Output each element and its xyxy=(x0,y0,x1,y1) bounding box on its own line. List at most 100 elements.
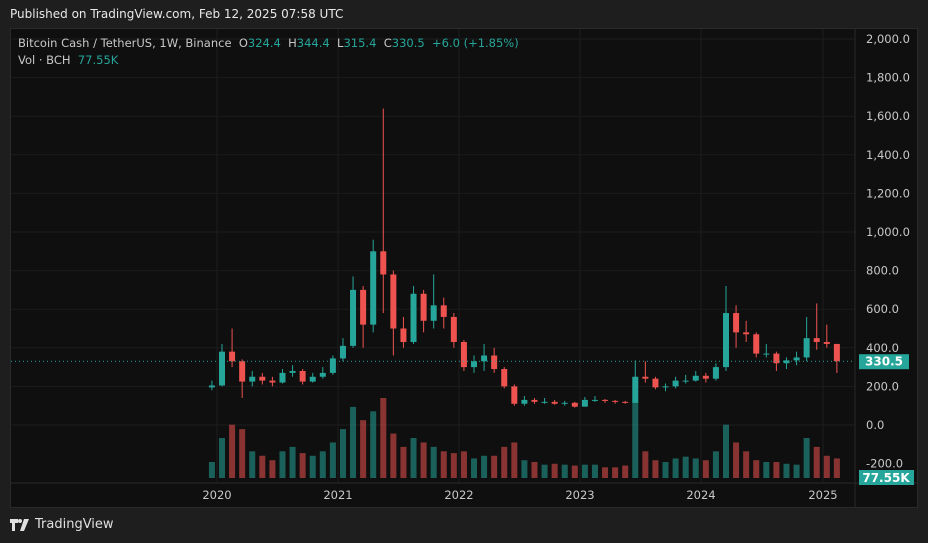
y-tick-label: 1,000.0 xyxy=(866,225,910,239)
volume-bar xyxy=(632,402,639,478)
close-label: C xyxy=(383,36,392,50)
candle-body xyxy=(783,360,790,364)
candle-body xyxy=(773,353,780,364)
volume-bar xyxy=(612,467,619,478)
volume-bar xyxy=(289,446,296,478)
volume-bar xyxy=(501,446,508,478)
volume-bar xyxy=(249,451,256,478)
volume-bar xyxy=(702,460,709,478)
open-value: 324.4 xyxy=(247,36,281,50)
candle-body xyxy=(229,351,236,362)
y-tick-label: 0.0 xyxy=(866,418,884,432)
candle-body xyxy=(682,380,689,382)
last-volume-badge xyxy=(859,470,914,485)
tradingview-logo-icon xyxy=(10,518,29,531)
volume-bar xyxy=(460,451,467,478)
volume-bar xyxy=(743,451,750,478)
candle-body xyxy=(642,376,649,379)
candle-body xyxy=(440,305,447,317)
high-label: H xyxy=(288,36,297,50)
candle-body xyxy=(823,342,830,344)
x-tick-label: 2021 xyxy=(323,488,352,502)
x-tick-label: 2023 xyxy=(565,488,594,502)
volume-bar xyxy=(662,462,669,478)
volume-bar xyxy=(329,442,336,478)
candle-body xyxy=(400,328,407,343)
volume-bar xyxy=(279,451,286,478)
candle-body xyxy=(339,345,346,359)
volume-bar xyxy=(723,424,729,478)
volume-bar xyxy=(733,442,740,478)
candle-body xyxy=(239,361,246,382)
symbol-title[interactable]: Bitcoin Cash / TetherUS, 1W, Binance xyxy=(18,36,232,50)
volume-bar xyxy=(783,463,790,478)
volume-bar xyxy=(591,464,598,478)
last-price-badge xyxy=(859,354,909,370)
candle-body xyxy=(329,358,336,373)
volume-bar xyxy=(390,433,397,478)
chart-panel[interactable] xyxy=(10,28,918,508)
volume-bar xyxy=(763,462,770,478)
candle-body xyxy=(702,375,709,379)
candle-body xyxy=(733,313,740,333)
candle-body xyxy=(360,289,367,325)
volume-bar xyxy=(793,464,800,478)
volume-value: 77.55K xyxy=(77,53,119,67)
candle-body xyxy=(481,355,488,362)
volume-bar xyxy=(360,420,367,478)
volume-bar xyxy=(410,438,417,478)
candle-body xyxy=(632,376,639,403)
volume-bar xyxy=(511,442,518,478)
volume-bar xyxy=(571,465,578,478)
y-tick-label: 2,000.0 xyxy=(866,32,910,46)
volume-bar xyxy=(440,451,447,478)
candle-body xyxy=(712,367,719,379)
candle-body xyxy=(662,386,669,388)
candle-body xyxy=(723,313,729,368)
y-tick-label: 200.0 xyxy=(866,379,899,393)
y-tick-label: 1,600.0 xyxy=(866,109,910,123)
volume-bar xyxy=(339,429,346,478)
volume-bar xyxy=(269,460,276,478)
volume-bar xyxy=(239,429,246,478)
candle-body xyxy=(652,378,659,388)
volume-bar xyxy=(672,458,679,478)
volume-bar xyxy=(652,460,659,478)
candle-body xyxy=(501,369,508,387)
low-value: 315.4 xyxy=(343,36,377,50)
volume-bar xyxy=(229,424,236,478)
candle-body xyxy=(561,402,568,404)
candle-body xyxy=(521,399,528,404)
volume-bar xyxy=(773,462,780,478)
volume-bar xyxy=(692,458,699,478)
ohlc-row: Bitcoin Cash / TetherUS, 1W, Binance O32… xyxy=(18,35,519,52)
volume-bar xyxy=(208,462,215,478)
volume-bar xyxy=(319,451,326,478)
volume-bar xyxy=(299,453,306,478)
y-tick-label: -200.0 xyxy=(866,457,903,471)
x-tick-label: 2022 xyxy=(444,488,473,502)
volume-bar xyxy=(753,460,760,478)
candle-body xyxy=(571,402,578,407)
candle-body xyxy=(450,316,457,343)
candle-body xyxy=(622,401,629,403)
volume-bar xyxy=(803,438,810,478)
candle-body xyxy=(370,251,377,325)
volume-bar xyxy=(531,462,538,478)
volume-bar xyxy=(551,463,558,478)
volume-bar xyxy=(813,446,820,478)
volume-bar xyxy=(581,464,588,478)
candle-body xyxy=(581,399,588,407)
volume-bar xyxy=(712,451,719,478)
volume-bar xyxy=(380,398,387,478)
candle-body xyxy=(309,376,316,382)
volume-bar xyxy=(400,446,407,478)
candle-body xyxy=(672,380,679,387)
volume-bar xyxy=(430,446,437,478)
close-value: 330.5 xyxy=(391,36,425,50)
x-tick-label: 2025 xyxy=(808,488,837,502)
volume-bar xyxy=(602,467,609,478)
y-tick-label: 1,400.0 xyxy=(866,148,910,162)
footer-brand-text: TradingView xyxy=(35,517,114,532)
